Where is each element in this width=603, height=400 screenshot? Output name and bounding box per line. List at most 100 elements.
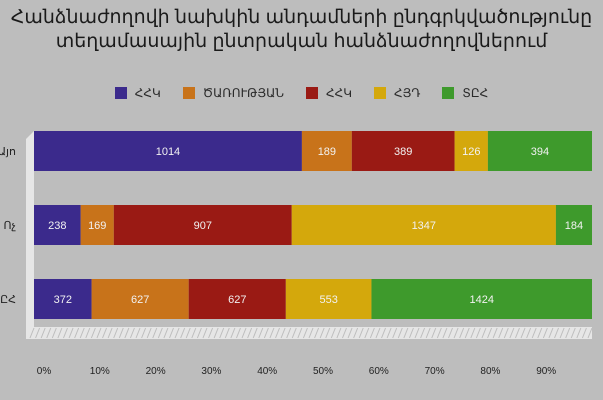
floor-tick — [453, 327, 459, 339]
bar-value-label: 1347 — [412, 220, 436, 232]
floor-tick — [475, 327, 481, 339]
floor-tick — [85, 327, 91, 339]
floor-tick — [280, 327, 286, 339]
floor-tick — [526, 327, 532, 339]
legend-swatch — [306, 87, 319, 99]
floor-tick — [35, 327, 41, 339]
floor-tick — [263, 327, 269, 339]
x-tick-label: 30% — [201, 366, 221, 377]
floor-tick — [113, 327, 119, 339]
bar-segment — [34, 205, 81, 245]
floor-tick — [129, 327, 135, 339]
floor-tick — [514, 327, 520, 339]
legend-label: ՀՀԿ — [326, 86, 352, 100]
floor-tick — [219, 327, 225, 339]
floor-tick — [90, 327, 96, 339]
floor-tick — [51, 327, 57, 339]
floor-tick — [213, 327, 219, 339]
floor-tick — [503, 327, 509, 339]
floor-tick — [464, 327, 470, 339]
floor-tick — [358, 327, 364, 339]
floor-tick — [481, 327, 487, 339]
floor-tick — [180, 327, 186, 339]
chart-title: Հանձնաժողովի նախկին անդամների ընդգրկվածո… — [0, 6, 603, 54]
floor-tick — [369, 327, 375, 339]
bar-row-side — [26, 131, 34, 179]
floor-tick — [576, 327, 582, 339]
floor-tick — [258, 327, 264, 339]
floor-tick — [68, 327, 74, 339]
floor-tick — [275, 327, 280, 339]
floor-tick — [202, 327, 208, 339]
floor-tick — [492, 327, 498, 339]
floor-tick — [509, 327, 515, 339]
floor-tick — [436, 327, 442, 339]
floor-tick — [353, 327, 359, 339]
bar-value-label: 126 — [462, 146, 480, 158]
category-label: Այո — [0, 146, 16, 158]
bar-segment — [285, 279, 372, 319]
legend-item: ՀՀԿ — [114, 86, 161, 100]
floor-tick — [581, 327, 587, 339]
bar-segment — [91, 279, 189, 319]
floor-tick — [40, 327, 46, 339]
legend-item: ՏԸՀ — [442, 86, 488, 100]
bar-value-label: 189 — [318, 146, 336, 158]
floor-tick — [141, 327, 147, 339]
floor-tick — [425, 327, 431, 339]
floor-tick — [102, 327, 108, 339]
floor-tick — [347, 327, 353, 339]
bar-value-label: 394 — [531, 146, 549, 158]
legend-label: ՀՀԿ — [134, 86, 161, 100]
x-tick-label: 60% — [369, 366, 389, 377]
floor-tick — [570, 327, 576, 339]
bar-segment — [454, 131, 488, 171]
floor-tick — [185, 327, 191, 339]
bar-value-label: 553 — [319, 294, 337, 306]
floor-tick — [531, 327, 537, 339]
floor-tick — [397, 327, 403, 339]
legend-label: ՏԸՀ — [462, 86, 489, 100]
floor-tick — [542, 327, 548, 339]
floor-tick — [135, 327, 141, 339]
bar-value-label: 238 — [48, 220, 66, 232]
floor-tick — [414, 327, 420, 339]
bar-value-label: 389 — [394, 146, 412, 158]
floor-tick — [587, 327, 593, 339]
bar-value-label: 627 — [131, 294, 149, 306]
legend-label: ԾԱՌՈՒԹՅԱՆ — [202, 86, 285, 100]
floor-tick — [247, 327, 253, 339]
floor-tick — [74, 327, 80, 339]
x-tick-label: 40% — [257, 366, 277, 377]
floor-tick — [448, 327, 453, 339]
legend-label: ՀՅԴ — [394, 86, 421, 100]
floor-tick — [392, 327, 398, 339]
floor-tick — [487, 327, 493, 339]
x-tick-label: 50% — [313, 366, 333, 377]
floor-tick — [297, 327, 303, 339]
bar-value-label: 1014 — [156, 146, 180, 158]
bar-value-label: 169 — [88, 220, 106, 232]
bar-row-side — [26, 279, 34, 327]
bar-segment — [371, 279, 592, 319]
floor-tick — [174, 327, 180, 339]
floor-tick — [230, 327, 236, 339]
floor-tick — [431, 327, 437, 339]
floor-tick — [408, 327, 414, 339]
x-tick-label: 10% — [90, 366, 110, 377]
bar-segment — [351, 131, 455, 171]
bar-segment — [34, 131, 302, 171]
floor-tick — [124, 327, 130, 339]
floor-tick — [537, 327, 543, 339]
x-tick-label: 70% — [425, 366, 445, 377]
floor-tick — [163, 327, 169, 339]
floor-tick — [302, 327, 308, 339]
legend-swatch — [374, 87, 386, 99]
bar-value-label: 184 — [565, 220, 583, 232]
floor-tick — [46, 327, 52, 339]
floor-tick — [107, 327, 113, 339]
x-tick-label: 20% — [146, 366, 166, 377]
floor-tick — [252, 327, 258, 339]
floor-tick — [224, 327, 230, 339]
